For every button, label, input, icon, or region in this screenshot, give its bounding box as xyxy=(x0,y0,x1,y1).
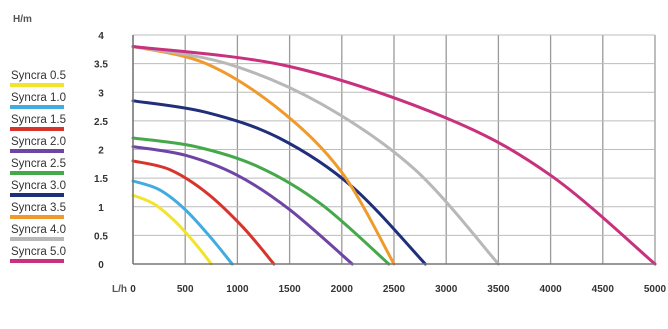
y-tick-label: 0.5 xyxy=(94,231,108,242)
legend-swatch-syncra-1-5 xyxy=(10,127,64,131)
y-axis-label: H/m xyxy=(13,14,32,25)
x-tick-label: 4500 xyxy=(592,284,615,295)
legend-label-syncra-2-5: Syncra 2.5 xyxy=(11,158,66,170)
legend-label-syncra-1-0: Syncra 1.0 xyxy=(11,92,66,104)
y-tick-label: 3 xyxy=(98,88,104,99)
series-line-syncra-2-5 xyxy=(131,136,391,266)
legend-label-syncra-5-0: Syncra 5.0 xyxy=(11,246,66,258)
y-tick-label: 2 xyxy=(98,146,104,157)
series-line-syncra-2-0 xyxy=(131,145,354,266)
x-tick-label: 4000 xyxy=(539,284,562,295)
y-tick-label: 2.5 xyxy=(94,117,108,128)
legend-swatch-syncra-1-0 xyxy=(10,105,64,109)
x-tick-label: 3500 xyxy=(487,284,510,295)
legend-label-syncra-1-5: Syncra 1.5 xyxy=(11,114,66,126)
legend-swatch-syncra-2-5 xyxy=(10,171,64,175)
axes: 0 500 1000 1500 2000 2500 3000 3500 4000 4500 5000… xyxy=(94,31,667,295)
legend-label-syncra-3-5: Syncra 3.5 xyxy=(11,202,66,214)
series-line-syncra-1-5 xyxy=(131,159,276,266)
legend-swatch-syncra-3-0 xyxy=(10,193,64,197)
y-tick-label: 0 xyxy=(98,260,104,271)
legend: Syncra 0.5 Syncra 1.0 Syncra 1.5 Syncra 2.0… xyxy=(10,70,66,263)
legend-label-syncra-3-0: Syncra 3.0 xyxy=(11,180,66,192)
x-tick-label: 1500 xyxy=(278,284,301,295)
series-line-syncra-0-5 xyxy=(131,193,213,266)
x-axis-label: L/h xyxy=(112,284,127,295)
series-line-syncra-1-0 xyxy=(131,179,234,266)
grid xyxy=(132,34,656,265)
series-line-syncra-3-0 xyxy=(131,99,427,266)
x-tick-label: 2000 xyxy=(331,284,354,295)
legend-swatch-syncra-5-0 xyxy=(10,259,64,263)
series-line-syncra-3-5 xyxy=(131,45,396,266)
legend-label-syncra-0-5: Syncra 0.5 xyxy=(11,70,66,82)
series-line-syncra-4-0 xyxy=(131,45,500,266)
x-tick-label: 1000 xyxy=(226,284,249,295)
y-tick-label: 1.5 xyxy=(94,174,108,185)
x-tick-label: 500 xyxy=(177,284,194,295)
x-tick-label: 3000 xyxy=(435,284,458,295)
x-tick-label: 2500 xyxy=(383,284,406,295)
legend-label-syncra-2-0: Syncra 2.0 xyxy=(11,136,66,148)
y-tick-label: 4 xyxy=(98,31,104,42)
legend-label-syncra-4-0: Syncra 4.0 xyxy=(11,224,66,236)
y-tick-label: 3.5 xyxy=(94,60,108,71)
y-tick-label: 1 xyxy=(98,203,104,214)
x-tick-label: 5000 xyxy=(644,284,667,295)
legend-swatch-syncra-2-0 xyxy=(10,149,64,153)
series-line-syncra-5-0 xyxy=(131,45,657,266)
series-curves xyxy=(131,45,657,266)
legend-swatch-syncra-3-5 xyxy=(10,215,64,219)
x-tick-label: 0 xyxy=(130,284,136,295)
legend-swatch-syncra-0-5 xyxy=(10,83,64,87)
legend-swatch-syncra-4-0 xyxy=(10,237,64,241)
